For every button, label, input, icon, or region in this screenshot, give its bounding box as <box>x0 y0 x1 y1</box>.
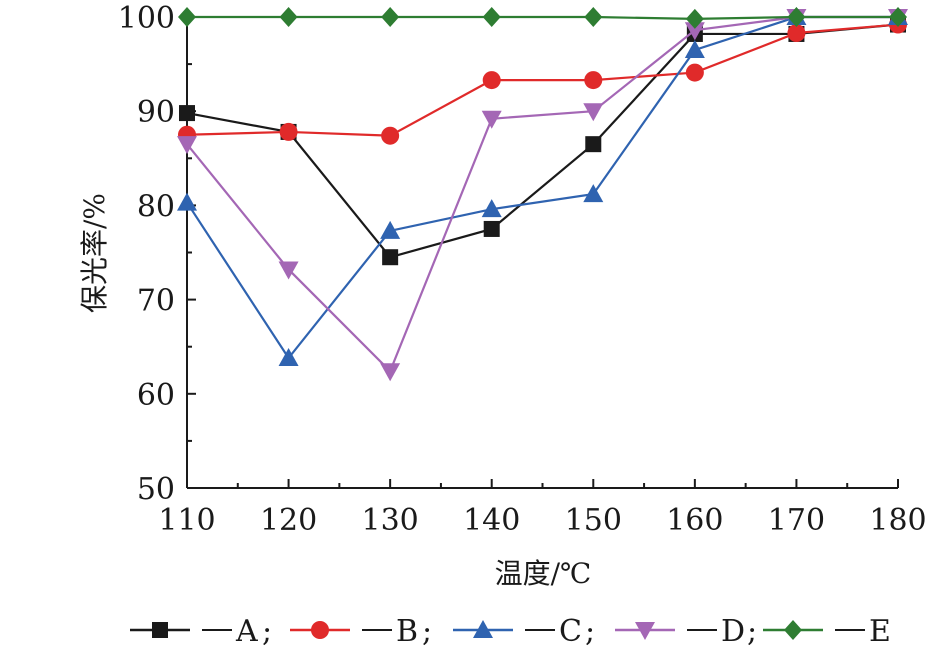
data-point-C <box>583 184 604 203</box>
data-point-A <box>179 105 195 122</box>
y-tick-label: 70 <box>137 284 175 319</box>
data-point-E <box>279 7 298 27</box>
data-point-B <box>482 71 501 90</box>
x-axis-title: 温度/℃ <box>495 557 592 590</box>
x-tick-label: 150 <box>565 503 622 538</box>
x-tick-label: 180 <box>869 503 925 538</box>
series-E <box>178 7 907 29</box>
legend-marker <box>152 622 168 638</box>
legend-label: E <box>869 614 891 649</box>
legend: A; B; C; D; E <box>130 614 891 649</box>
data-point-D <box>380 363 401 382</box>
y-tick-label: 100 <box>118 1 175 36</box>
data-point-B <box>279 122 298 141</box>
data-point-C <box>481 199 502 218</box>
series-line-B <box>186 23 899 137</box>
legend-separator: ; <box>422 614 432 649</box>
data-point-D <box>278 261 299 280</box>
series-line-E <box>187 15 898 20</box>
legend-label: A <box>235 614 258 649</box>
series-B <box>178 15 907 145</box>
x-tick-label: 160 <box>666 503 723 538</box>
x-tick-label: 130 <box>362 503 419 538</box>
legend-item-D: D; <box>615 614 757 649</box>
legend-item-A: A; <box>130 614 272 649</box>
data-point-C <box>177 192 197 211</box>
y-tick-label: 60 <box>137 378 175 413</box>
legend-marker <box>311 621 329 639</box>
data-point-E <box>482 7 501 27</box>
legend-separator: ; <box>262 614 272 649</box>
x-tick-label: 120 <box>260 503 317 538</box>
legend-label: B <box>396 614 418 649</box>
data-point-B <box>584 71 603 90</box>
data-point-C <box>380 220 401 239</box>
legend-label: D <box>721 614 745 649</box>
y-tick-label: 80 <box>137 189 175 224</box>
y-axis-title: 保光率/% <box>78 193 111 313</box>
data-point-E <box>584 7 603 27</box>
axes: 110 120 130 140 150 160 170 180 50 60 70 80 90 100 <box>118 1 925 538</box>
series-line-C <box>186 15 898 360</box>
data-point-E <box>381 7 400 27</box>
series-line-A <box>186 23 899 259</box>
legend-marker <box>635 622 655 640</box>
data-point-C <box>278 348 299 367</box>
data-point-C <box>684 39 705 58</box>
y-tick-label: 90 <box>137 95 175 130</box>
series-layer <box>177 7 908 382</box>
x-tick-label: 110 <box>158 503 215 538</box>
data-point-E <box>889 7 907 27</box>
x-tick-label: 170 <box>768 503 825 538</box>
legend-item-B: B; <box>290 614 432 649</box>
legend-label: C <box>559 614 582 649</box>
data-point-D <box>481 110 502 129</box>
data-point-E <box>178 7 196 27</box>
data-point-E <box>685 8 704 29</box>
data-point-A <box>585 136 602 153</box>
legend-separator: ; <box>585 614 595 649</box>
data-point-B <box>787 24 806 43</box>
data-point-B <box>685 63 704 82</box>
data-point-B <box>381 126 400 145</box>
legend-marker <box>473 620 493 638</box>
data-point-A <box>483 220 500 237</box>
legend-marker <box>784 620 802 640</box>
y-tick-label: 50 <box>137 472 175 507</box>
data-point-D <box>684 22 705 41</box>
legend-item-E: E <box>763 614 891 649</box>
series-D <box>177 9 908 382</box>
x-tick-label: 140 <box>463 503 520 538</box>
legend-separator: ; <box>747 614 757 649</box>
data-point-A <box>382 249 399 266</box>
data-point-D <box>583 103 604 122</box>
legend-item-C: C; <box>453 614 595 649</box>
series-line-D <box>186 15 898 374</box>
data-point-D <box>177 136 197 155</box>
data-point-E <box>787 7 806 27</box>
